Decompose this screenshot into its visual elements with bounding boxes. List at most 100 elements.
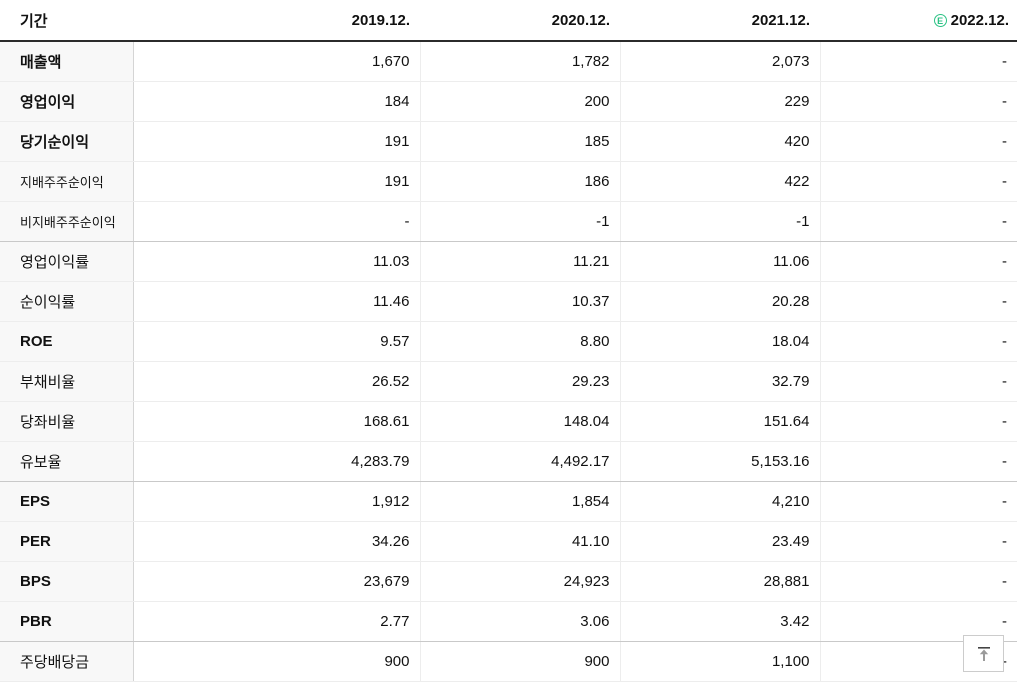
row-label: 부채비율 [0, 361, 134, 402]
cell-value: - [820, 241, 1017, 282]
cell-value: 34.26 [133, 521, 421, 562]
cell-value: 186 [420, 161, 621, 202]
cell-value: 1,912 [133, 481, 421, 522]
cell-value: 8.80 [420, 321, 621, 362]
table-row: 매출액 1,670 1,782 2,073- [0, 41, 1017, 82]
table-row: PBR 2.77 3.06 3.42- [0, 601, 1017, 642]
cell-value: 11.03 [133, 241, 421, 282]
table-row: 당기순이익 191 185 420- [0, 121, 1017, 162]
cell-value: - [133, 201, 421, 242]
cell-value: 11.21 [420, 241, 621, 282]
cell-value: - [820, 521, 1017, 562]
cell-value: -1 [420, 201, 621, 242]
cell-value: 229 [620, 81, 821, 122]
row-label: 주당배당금 [0, 641, 134, 682]
cell-value: 148.04 [420, 401, 621, 442]
cell-value: 2,073 [620, 41, 821, 82]
row-label: 순이익률 [0, 281, 134, 322]
row-label: 영업이익률 [0, 241, 134, 282]
cell-value: - [820, 481, 1017, 522]
cell-value: 2.77 [133, 601, 421, 642]
row-label: 영업이익 [0, 81, 134, 122]
cell-value: -1 [620, 201, 821, 242]
cell-value: 23.49 [620, 521, 821, 562]
row-label: PBR [0, 601, 134, 642]
row-label: 유보율 [0, 441, 134, 482]
cell-value: - [820, 441, 1017, 482]
table-row: 비지배주주순이익 - -1 -1- [0, 201, 1017, 242]
cell-value: 4,283.79 [133, 441, 421, 482]
year-header-2021: 2021.12. [620, 0, 820, 42]
cell-value: 11.06 [620, 241, 821, 282]
table-row: 순이익률 11.46 10.37 20.28- [0, 281, 1017, 322]
table-row: 영업이익률 11.03 11.21 11.06- [0, 241, 1017, 282]
cell-value: 24,923 [420, 561, 621, 602]
row-label: PER [0, 521, 134, 562]
row-label: EPS [0, 481, 134, 522]
table-row: BPS 23,679 24,923 28,881- [0, 561, 1017, 602]
row-label: 지배주주순이익 [0, 161, 134, 202]
cell-value: - [820, 561, 1017, 602]
cell-value: 10.37 [420, 281, 621, 322]
cell-value: - [820, 281, 1017, 322]
year-header-2022-estimate: E 2022.12. [820, 0, 1017, 42]
cell-value: 151.64 [620, 401, 821, 442]
cell-value: 9.57 [133, 321, 421, 362]
table-row: 지배주주순이익 191 186 422- [0, 161, 1017, 202]
cell-value: 3.06 [420, 601, 621, 642]
cell-value: 185 [420, 121, 621, 162]
table-body: 매출액 1,670 1,782 2,073- 영업이익 184 200 229- 당기순이익 19… [0, 41, 1017, 682]
cell-value: 4,210 [620, 481, 821, 522]
cell-value: 1,100 [620, 641, 821, 682]
table-row: 부채비율 26.52 29.23 32.79- [0, 361, 1017, 402]
row-label: 비지배주주순이익 [0, 201, 134, 242]
cell-value: 184 [133, 81, 421, 122]
row-label: 매출액 [0, 41, 134, 82]
table-row: ROE 9.57 8.80 18.04- [0, 321, 1017, 362]
cell-value: 32.79 [620, 361, 821, 402]
cell-value: 168.61 [133, 401, 421, 442]
row-label: 당좌비율 [0, 401, 134, 442]
table-row: PER 34.26 41.10 23.49- [0, 521, 1017, 562]
cell-value: 191 [133, 121, 421, 162]
cell-value: 18.04 [620, 321, 821, 362]
arrow-up-to-top-icon [975, 645, 993, 663]
cell-value: 28,881 [620, 561, 821, 602]
cell-value: 4,492.17 [420, 441, 621, 482]
row-label: 당기순이익 [0, 121, 134, 162]
cell-value: - [820, 161, 1017, 202]
cell-value: 200 [420, 81, 621, 122]
cell-value: 422 [620, 161, 821, 202]
cell-value: - [820, 361, 1017, 402]
cell-value: 41.10 [420, 521, 621, 562]
table-row: 유보율 4,283.79 4,492.17 5,153.16- [0, 441, 1017, 482]
table-row: 영업이익 184 200 229- [0, 81, 1017, 122]
cell-value: - [820, 321, 1017, 362]
cell-value: 1,854 [420, 481, 621, 522]
cell-value: - [820, 41, 1017, 82]
period-header: 기간 [0, 0, 133, 42]
cell-value: 3.42 [620, 601, 821, 642]
cell-value: 420 [620, 121, 821, 162]
cell-value: 26.52 [133, 361, 421, 402]
year-header-2022-label: 2022.12. [950, 11, 1009, 29]
row-label: ROE [0, 321, 134, 362]
cell-value: 900 [420, 641, 621, 682]
cell-value: 191 [133, 161, 421, 202]
cell-value: - [820, 401, 1017, 442]
cell-value: 1,782 [420, 41, 621, 82]
cell-value: - [820, 201, 1017, 242]
year-header-2019: 2019.12. [133, 0, 420, 42]
cell-value: 20.28 [620, 281, 821, 322]
cell-value: 23,679 [133, 561, 421, 602]
scroll-to-top-button[interactable] [963, 635, 1004, 672]
table-row: 당좌비율 168.61 148.04 151.64- [0, 401, 1017, 442]
cell-value: 1,670 [133, 41, 421, 82]
row-label: BPS [0, 561, 134, 602]
year-header-2020: 2020.12. [420, 0, 620, 42]
cell-value: - [820, 81, 1017, 122]
cell-value: 900 [133, 641, 421, 682]
table-row: EPS 1,912 1,854 4,210- [0, 481, 1017, 522]
